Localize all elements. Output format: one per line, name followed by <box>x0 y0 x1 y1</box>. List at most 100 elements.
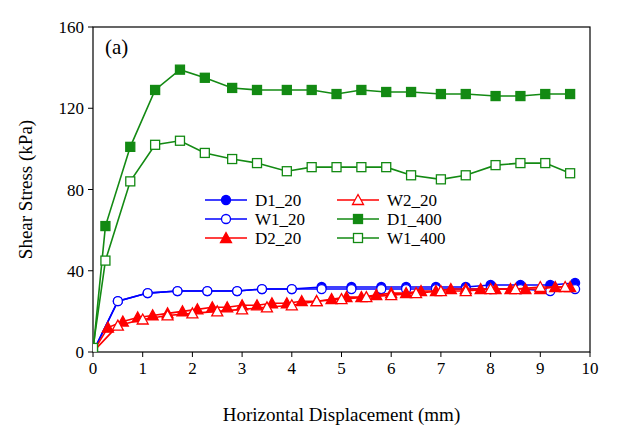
data-point <box>436 90 445 99</box>
x-tick-label: 3 <box>238 359 247 378</box>
data-point <box>162 310 173 320</box>
data-point <box>282 85 291 94</box>
data-point <box>566 90 575 99</box>
data-point <box>101 256 110 265</box>
x-tick <box>490 352 491 357</box>
data-point <box>175 65 184 74</box>
data-point <box>541 90 550 99</box>
data-point <box>112 320 123 330</box>
data-point <box>371 290 382 300</box>
x-tick <box>192 352 193 357</box>
x-tick <box>341 352 342 357</box>
x-tick-label: 6 <box>387 359 396 378</box>
legend-label: W1_400 <box>387 229 446 248</box>
data-point <box>332 163 341 172</box>
data-point <box>228 83 237 92</box>
data-point <box>257 285 266 294</box>
data-point <box>93 343 98 352</box>
data-point <box>228 155 237 164</box>
x-tick-label: 7 <box>437 359 446 378</box>
data-point <box>126 177 135 186</box>
data-point <box>137 314 148 324</box>
plot-data <box>93 65 580 352</box>
x-tick <box>440 352 441 357</box>
data-point <box>203 287 212 296</box>
data-point <box>516 92 525 101</box>
data-point <box>386 290 397 300</box>
data-point <box>173 287 182 296</box>
y-tick <box>88 108 93 109</box>
data-point <box>203 287 212 296</box>
x-tick-label: 1 <box>138 359 147 378</box>
data-point <box>212 306 223 316</box>
y-tick-label: 40 <box>67 262 84 281</box>
data-point <box>282 167 291 176</box>
series-line <box>93 283 575 352</box>
x-tick-label: 10 <box>582 359 599 378</box>
legend-marker <box>354 234 363 243</box>
data-point <box>475 284 486 294</box>
data-point <box>311 296 322 306</box>
data-point <box>287 285 296 294</box>
y-axis-label: Shear Stress (kPa) <box>15 120 37 259</box>
x-tick <box>93 352 94 357</box>
legend-label: D1_20 <box>255 191 301 210</box>
x-tick <box>242 352 243 357</box>
data-point <box>233 287 242 296</box>
legend-label: D2_20 <box>255 229 301 248</box>
x-tick-label: 4 <box>288 359 297 378</box>
x-tick <box>142 352 143 357</box>
series-line <box>93 70 570 352</box>
data-point <box>461 90 470 99</box>
data-point <box>101 222 110 231</box>
data-point <box>187 308 198 318</box>
data-point <box>151 85 160 94</box>
x-tick-label: 0 <box>89 359 98 378</box>
data-point <box>407 171 416 180</box>
series-line <box>93 289 575 352</box>
data-point <box>253 85 262 94</box>
data-point <box>151 140 160 149</box>
data-point <box>307 85 316 94</box>
legend: D1_20W1_20D2_20W2_20D1_400W1_400 <box>205 191 446 248</box>
data-point <box>407 88 416 97</box>
x-tick-label: 9 <box>536 359 545 378</box>
data-point <box>307 163 316 172</box>
y-tick-label: 120 <box>59 99 85 118</box>
data-point <box>317 285 326 294</box>
legend-label: W1_20 <box>255 210 305 229</box>
data-point <box>143 289 152 298</box>
data-point <box>382 88 391 97</box>
data-point <box>357 163 366 172</box>
data-point <box>535 282 546 292</box>
y-tick <box>88 352 93 353</box>
y-tick <box>88 270 93 271</box>
data-point <box>261 302 272 312</box>
legend-label: D1_400 <box>387 210 442 229</box>
x-tick-label: 2 <box>188 359 197 378</box>
data-point <box>435 286 446 296</box>
y-tick <box>88 27 93 28</box>
data-point <box>233 287 242 296</box>
data-point <box>461 171 470 180</box>
y-tick-label: 80 <box>67 181 84 200</box>
data-point <box>401 288 412 298</box>
data-point <box>336 294 347 304</box>
data-point <box>560 282 571 292</box>
x-tick-label: 8 <box>486 359 495 378</box>
data-point <box>510 284 521 294</box>
data-point <box>200 73 209 82</box>
legend-marker <box>222 215 231 224</box>
data-point <box>287 285 296 294</box>
panel-label: (a) <box>105 35 128 59</box>
data-point <box>485 284 496 294</box>
data-point <box>257 285 266 294</box>
data-point <box>382 163 391 172</box>
data-point <box>113 297 122 306</box>
data-point <box>326 294 337 304</box>
data-point <box>460 286 471 296</box>
legend-marker <box>222 196 231 205</box>
data-point <box>436 175 445 184</box>
data-point <box>126 142 135 151</box>
data-point <box>516 159 525 168</box>
